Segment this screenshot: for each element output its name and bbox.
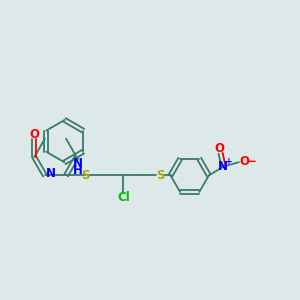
Text: O: O [215,142,225,154]
Text: S: S [81,169,90,182]
Text: Cl: Cl [117,191,130,204]
Text: H: H [73,164,83,176]
Text: O: O [29,128,39,141]
Text: N: N [218,160,228,172]
Text: +: + [225,157,232,166]
Text: O: O [239,155,249,168]
Text: −: − [246,155,256,168]
Text: N: N [46,167,56,180]
Text: S: S [156,169,165,182]
Text: N: N [73,157,83,170]
